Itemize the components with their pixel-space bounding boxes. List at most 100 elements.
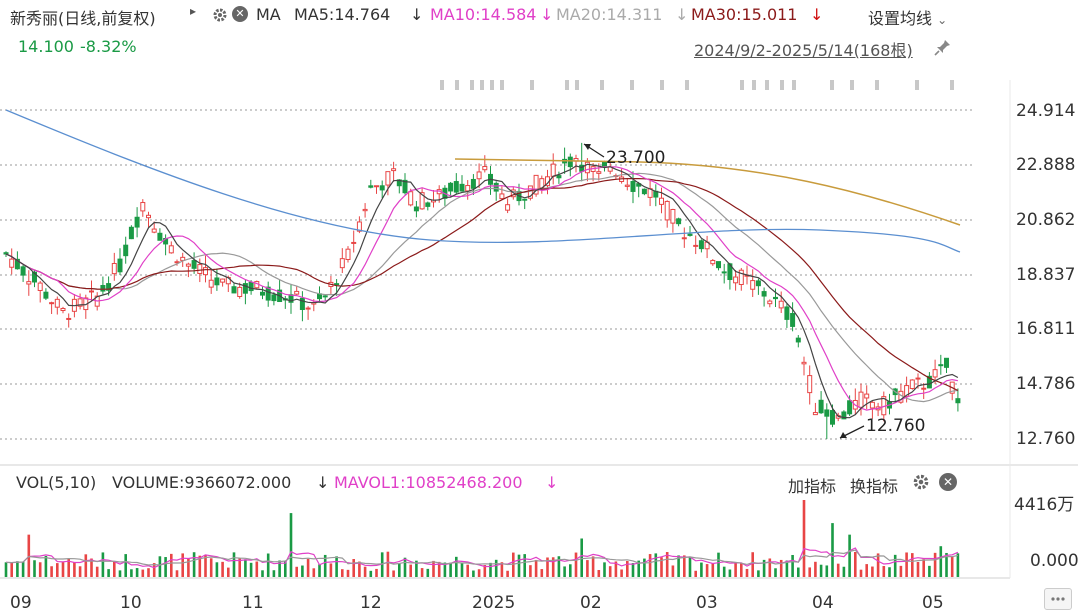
event-marker bbox=[470, 80, 474, 90]
candle-body bbox=[624, 184, 630, 187]
volume-bar bbox=[477, 569, 481, 577]
candle-body bbox=[909, 379, 915, 389]
candle-body bbox=[117, 258, 123, 273]
volume-bar bbox=[158, 556, 162, 577]
candle-body bbox=[659, 197, 664, 205]
volume-bar bbox=[603, 562, 606, 577]
candle-body bbox=[197, 264, 203, 274]
event-marker bbox=[752, 80, 756, 90]
candle-body bbox=[191, 260, 197, 269]
volume-bar bbox=[56, 563, 59, 577]
volume-bar bbox=[563, 566, 566, 577]
price-tick: 14.786 bbox=[1016, 374, 1076, 394]
volume-bar bbox=[779, 559, 783, 577]
settings-ma-button[interactable]: 设置均线 ⌄ bbox=[868, 5, 947, 29]
ma20-line bbox=[5, 172, 958, 403]
ma20-value: MA20:14.311 bbox=[556, 5, 663, 24]
candle-body bbox=[231, 286, 237, 294]
candle-body bbox=[379, 185, 385, 191]
volume-bar bbox=[147, 568, 150, 577]
volume-bar bbox=[369, 570, 373, 577]
volume-bar bbox=[854, 551, 857, 577]
volume-bar bbox=[911, 553, 914, 577]
volume-bar bbox=[341, 569, 344, 577]
expand-button[interactable] bbox=[1044, 588, 1072, 610]
candle-body bbox=[773, 296, 778, 300]
date-range[interactable]: 2024/9/2-2025/5/14(168根) bbox=[694, 41, 913, 60]
title-menu-arrow[interactable]: ▸ bbox=[190, 4, 197, 18]
event-marker bbox=[850, 80, 854, 90]
switch-indicator-button[interactable]: 换指标 bbox=[850, 477, 899, 496]
candle-body bbox=[54, 298, 60, 308]
volume-bar bbox=[626, 561, 629, 577]
volume-bar bbox=[266, 553, 270, 577]
candle-body bbox=[271, 294, 277, 302]
volume-bar bbox=[101, 552, 105, 577]
time-tick: 2025 bbox=[472, 593, 516, 613]
event-marker bbox=[780, 80, 784, 90]
volume-bar bbox=[688, 556, 692, 577]
volume-bar bbox=[50, 566, 53, 577]
candle-body bbox=[14, 258, 20, 270]
candle-body bbox=[459, 183, 465, 192]
pin-icon[interactable] bbox=[934, 38, 952, 56]
volume-bar bbox=[494, 559, 498, 577]
volume-bar bbox=[648, 554, 652, 577]
volume-bar bbox=[722, 566, 726, 577]
candle-body bbox=[351, 241, 357, 244]
volume-bar bbox=[654, 553, 658, 577]
event-marker bbox=[875, 80, 879, 90]
candle-body bbox=[43, 291, 49, 299]
event-marker bbox=[792, 80, 796, 90]
candle-body bbox=[932, 369, 938, 378]
volume-bar bbox=[785, 560, 789, 577]
mavol-arrow: ↓ bbox=[545, 473, 559, 492]
candle-body bbox=[955, 398, 961, 404]
volume-bar bbox=[899, 565, 903, 577]
time-tick: 02 bbox=[580, 593, 602, 613]
candle-body bbox=[641, 188, 647, 195]
gear-icon[interactable] bbox=[212, 7, 228, 23]
volume-bar bbox=[318, 564, 321, 577]
volume-bar bbox=[569, 564, 572, 577]
candle-body bbox=[681, 237, 687, 240]
volume-bar bbox=[95, 566, 99, 577]
event-marker bbox=[660, 80, 664, 90]
ma10-value: MA10:14.584 bbox=[430, 5, 537, 24]
volume-bar bbox=[118, 570, 122, 577]
volume-bar bbox=[774, 568, 777, 577]
close-icon[interactable]: ✕ bbox=[232, 6, 248, 22]
candle-body bbox=[448, 182, 454, 192]
volume-bar bbox=[928, 565, 931, 577]
volume-bar bbox=[842, 566, 846, 577]
volume-bar bbox=[608, 566, 612, 577]
ma30-arrow: ↓ bbox=[810, 5, 824, 24]
high-annotation: 23.700 bbox=[606, 148, 666, 168]
event-marker bbox=[600, 80, 604, 90]
volume-bar bbox=[175, 570, 179, 577]
candle-body bbox=[499, 193, 505, 200]
volume-bar bbox=[831, 523, 834, 577]
event-marker bbox=[440, 80, 444, 90]
candle-body bbox=[698, 240, 704, 250]
volume-bar bbox=[164, 557, 167, 577]
gear-icon[interactable] bbox=[912, 473, 930, 491]
volume-bar bbox=[403, 557, 407, 577]
volume-arrow: ↓ bbox=[316, 473, 330, 492]
add-indicator-button[interactable]: 加指标 bbox=[788, 477, 837, 496]
candle-body bbox=[567, 156, 573, 168]
candle-body bbox=[710, 259, 716, 265]
volume-bar bbox=[375, 568, 378, 577]
volume-bar bbox=[221, 561, 224, 577]
candle-body bbox=[299, 297, 305, 311]
volume-bar bbox=[44, 555, 48, 577]
close-icon[interactable]: ✕ bbox=[939, 473, 957, 491]
mavol5-line bbox=[5, 547, 959, 569]
volume-bar bbox=[238, 558, 241, 577]
candle-body bbox=[339, 258, 345, 269]
volume-bar bbox=[358, 561, 361, 577]
candle-body bbox=[556, 175, 562, 179]
volume-bar bbox=[506, 570, 509, 577]
candle-body bbox=[391, 168, 397, 172]
